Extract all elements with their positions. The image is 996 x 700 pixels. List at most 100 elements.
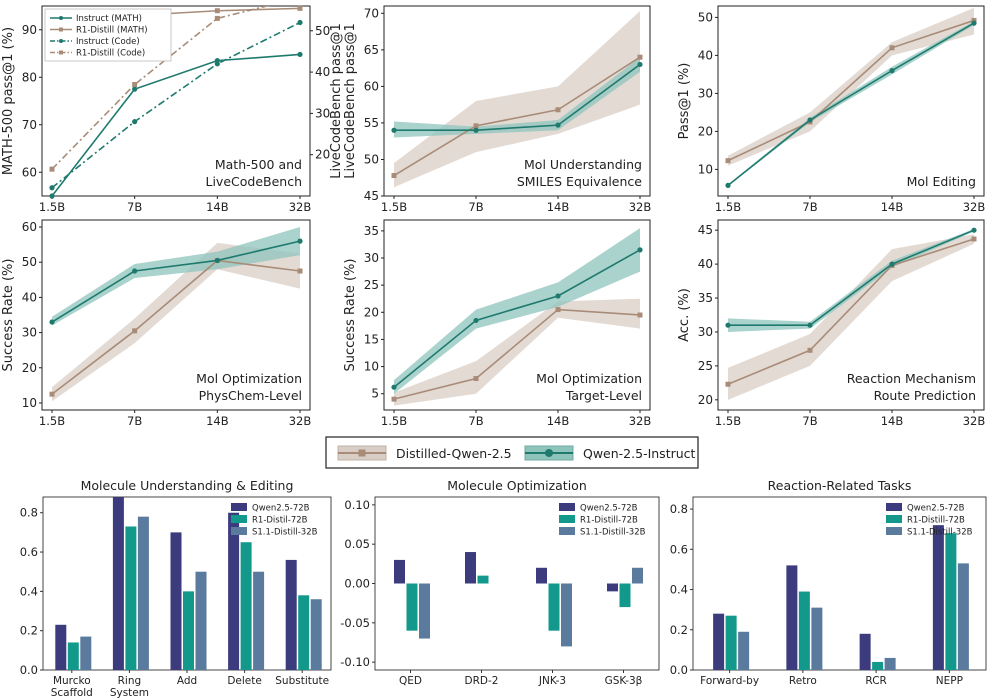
x-tick-label: 32B [629, 200, 652, 214]
y-tick-label: 15 [364, 332, 379, 346]
y-axis-label: Pass@1 (%) [677, 63, 692, 140]
y-tick-label: 0.00 [344, 577, 370, 591]
y-axis-label: Acc. (%) [677, 288, 692, 342]
data-point-marker [132, 328, 138, 334]
chart-bar_optimization: Molecule Optimization -0.10 -0.05 0.00 0.05 0… [340, 478, 660, 687]
bar-legend-label: Qwen2.5-72B [580, 504, 638, 514]
data-point-marker [214, 8, 220, 14]
bar-legend-swatch [231, 527, 247, 535]
y-tick-label: 0.2 [670, 623, 688, 637]
data-point-marker [214, 61, 220, 67]
chart-reaction_mechanism: 20 25 30 35 40 45 1.5B 7B 14B 32B Acc. (%) Reaction… [677, 219, 986, 428]
panel-annotation: LiveCodeBench [205, 174, 302, 189]
x-tick-label: 32B [963, 414, 986, 428]
inner-legend-marker [59, 16, 63, 20]
y-right-tick-label: 20 [315, 148, 330, 162]
data-point-marker [391, 396, 397, 402]
panel-annotation: Math-500 and [215, 157, 302, 172]
y-tick-label: 90 [22, 23, 37, 37]
bar-legend-label: S1.1-Distill-32B [252, 528, 318, 538]
y-tick-label: 45 [364, 189, 379, 203]
bar-navy [859, 633, 871, 670]
y-axis-label: MATH-500 pass@1 (%) [1, 27, 16, 175]
bar-legend-swatch [886, 515, 902, 523]
bar-navy [713, 613, 725, 670]
y-tick-label: 55 [364, 116, 379, 130]
y-tick-label: 0.8 [670, 502, 688, 516]
data-point-marker [637, 61, 643, 68]
panel-annotation: Reaction Mechanism [847, 371, 976, 386]
data-point-marker [49, 193, 55, 199]
y-right-tick-label: 30 [315, 106, 330, 120]
data-point-marker [132, 86, 138, 92]
data-point-marker [132, 268, 138, 274]
data-point-marker [473, 376, 479, 382]
data-point-marker [889, 68, 895, 74]
series-line-teal [51, 53, 301, 196]
data-point-marker [637, 312, 643, 318]
y-right-tick-label: 50 [315, 24, 330, 38]
panel-annotation: Route Prediction [874, 388, 976, 403]
y-tick-label: 0.8 [20, 506, 38, 520]
y-tick-label: 30 [698, 325, 713, 339]
series-line-brown [51, 259, 301, 395]
y-tick-label: 30 [364, 251, 379, 265]
series-band-brown [394, 11, 640, 188]
data-point-marker [555, 293, 561, 299]
data-point-marker [49, 319, 55, 325]
bar-navy [394, 559, 405, 584]
bar-slate [632, 567, 643, 584]
x-tick-label: 7B [468, 200, 483, 214]
bar-legend: Qwen2.5-72B R1-Distil-72B S1.1-Distill-32B [231, 503, 318, 538]
bar-legend-label: Qwen2.5-72B [907, 504, 965, 514]
bar-slate [957, 563, 969, 670]
bar-mint [619, 583, 631, 608]
x-tick-label: NEPP [936, 675, 963, 687]
y-tick-label: 65 [364, 43, 379, 57]
y-tick-label: 50 [364, 152, 379, 166]
x-tick-label: 1.5B [381, 414, 407, 428]
data-point-marker [807, 322, 813, 328]
bar-slate [310, 599, 322, 670]
x-tick-label: 7B [127, 414, 142, 428]
x-tick-label: 7B [127, 200, 142, 214]
bar-navy [285, 559, 297, 670]
data-point-marker [297, 5, 303, 11]
inner-legend-label: Instruct (Code) [76, 37, 140, 47]
bar-navy [228, 512, 240, 670]
inner-legend: Instruct (MATH) R1-Distill (MATH)Instruct… [44, 8, 172, 62]
panel-annotation: SMILES Equivalence [517, 174, 642, 189]
bar-mint [798, 591, 810, 670]
series-line-teal [51, 240, 301, 323]
bar-mint [945, 533, 957, 670]
data-point-marker [555, 122, 561, 128]
data-point-marker [555, 107, 561, 113]
series-band-teal [52, 227, 300, 326]
y-tick-label: -0.10 [340, 655, 370, 669]
panel-annotation: PhysChem-Level [199, 388, 302, 403]
bar-mint [298, 595, 310, 670]
data-point-marker [391, 173, 397, 179]
chart-math_code: 60 70 80 90 1.5B 7B 14B 32B MATH-500 pass@1 (%) 2… [1, 5, 330, 214]
data-point-marker [297, 19, 303, 26]
bar-legend-label: R1-Distill-72B [907, 516, 965, 526]
y-tick-label: 60 [364, 79, 379, 93]
x-tick-label: 7B [802, 414, 817, 428]
y-axis-label: LiveCodeBench pass@1 [343, 23, 358, 179]
x-tick-label: RCR [865, 675, 886, 687]
data-point-marker [214, 257, 220, 264]
data-point-marker [889, 45, 895, 51]
series-line-teal [51, 21, 301, 189]
series-line-teal [393, 249, 641, 388]
data-point-marker [391, 384, 397, 390]
x-tick-label: 1.5B [39, 200, 65, 214]
x-tick-label: 7B [802, 200, 817, 214]
x-tick-label: 14B [881, 414, 904, 428]
inner-legend-frame [44, 8, 172, 62]
data-point-marker [889, 261, 895, 267]
x-tick-label: 14B [547, 200, 570, 214]
y-tick-label: 30 [22, 326, 37, 340]
bar-legend-swatch [231, 503, 247, 511]
data-point-marker [297, 268, 303, 274]
